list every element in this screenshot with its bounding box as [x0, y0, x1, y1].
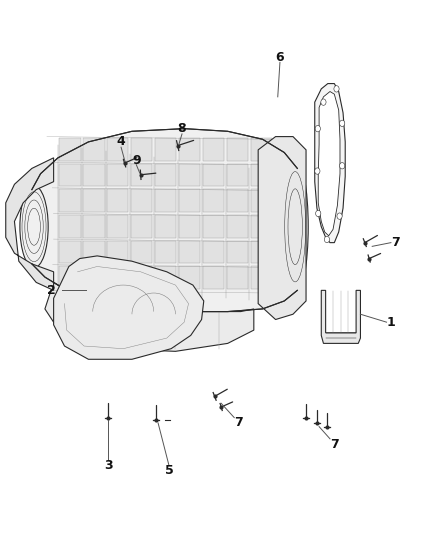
Polygon shape	[258, 136, 306, 319]
Circle shape	[339, 163, 345, 169]
Polygon shape	[155, 164, 177, 186]
Polygon shape	[203, 138, 224, 160]
Polygon shape	[6, 158, 53, 290]
Polygon shape	[45, 282, 254, 351]
Polygon shape	[131, 164, 152, 186]
Polygon shape	[131, 138, 152, 160]
Polygon shape	[83, 138, 105, 160]
Polygon shape	[203, 241, 224, 263]
Circle shape	[334, 86, 339, 92]
Polygon shape	[107, 241, 128, 263]
Circle shape	[316, 211, 321, 216]
Polygon shape	[251, 138, 272, 160]
Text: 9: 9	[132, 154, 141, 167]
Polygon shape	[179, 138, 200, 160]
Text: 7: 7	[330, 438, 339, 450]
Polygon shape	[251, 164, 272, 186]
Polygon shape	[131, 215, 152, 238]
Circle shape	[324, 236, 329, 243]
Polygon shape	[227, 189, 248, 212]
Polygon shape	[59, 215, 81, 238]
Polygon shape	[251, 189, 272, 212]
Ellipse shape	[282, 158, 308, 296]
Polygon shape	[59, 266, 81, 289]
Polygon shape	[179, 266, 200, 289]
Polygon shape	[227, 215, 248, 238]
Polygon shape	[83, 266, 105, 289]
Polygon shape	[227, 164, 248, 186]
Polygon shape	[155, 215, 177, 238]
Text: 7: 7	[391, 236, 399, 249]
Text: 4: 4	[117, 135, 125, 148]
Polygon shape	[179, 215, 200, 238]
Polygon shape	[155, 138, 177, 160]
Polygon shape	[203, 189, 224, 212]
Polygon shape	[203, 266, 224, 289]
Circle shape	[339, 120, 345, 126]
Polygon shape	[107, 138, 128, 160]
Polygon shape	[251, 241, 272, 263]
Polygon shape	[203, 215, 224, 238]
Polygon shape	[227, 266, 248, 289]
Polygon shape	[107, 164, 128, 186]
Text: 8: 8	[178, 122, 186, 135]
Circle shape	[337, 213, 342, 219]
Polygon shape	[227, 138, 248, 160]
Polygon shape	[203, 164, 224, 186]
Polygon shape	[32, 128, 297, 312]
Circle shape	[321, 99, 326, 106]
Polygon shape	[155, 266, 177, 289]
Polygon shape	[155, 241, 177, 263]
Text: 5: 5	[165, 464, 173, 477]
Polygon shape	[318, 92, 340, 236]
Polygon shape	[83, 189, 105, 212]
Circle shape	[315, 168, 320, 174]
Text: 2: 2	[47, 284, 56, 297]
Text: 7: 7	[234, 416, 243, 430]
Text: 3: 3	[104, 459, 112, 472]
Polygon shape	[107, 189, 128, 212]
Polygon shape	[83, 164, 105, 186]
Polygon shape	[179, 241, 200, 263]
Ellipse shape	[20, 185, 48, 268]
Polygon shape	[131, 266, 152, 289]
Polygon shape	[59, 189, 81, 212]
Polygon shape	[251, 215, 272, 238]
Polygon shape	[227, 241, 248, 263]
Polygon shape	[83, 215, 105, 238]
Polygon shape	[59, 241, 81, 263]
Polygon shape	[315, 84, 345, 243]
Polygon shape	[179, 164, 200, 186]
Polygon shape	[251, 266, 272, 289]
Polygon shape	[131, 241, 152, 263]
Polygon shape	[59, 164, 81, 186]
Polygon shape	[321, 290, 360, 343]
Polygon shape	[53, 256, 204, 359]
Circle shape	[315, 125, 321, 132]
Polygon shape	[131, 189, 152, 212]
Polygon shape	[179, 189, 200, 212]
Text: 1: 1	[387, 316, 395, 329]
Polygon shape	[155, 189, 177, 212]
Polygon shape	[83, 241, 105, 263]
Text: 6: 6	[276, 51, 284, 63]
Polygon shape	[59, 138, 81, 160]
Polygon shape	[107, 215, 128, 238]
Polygon shape	[107, 266, 128, 289]
